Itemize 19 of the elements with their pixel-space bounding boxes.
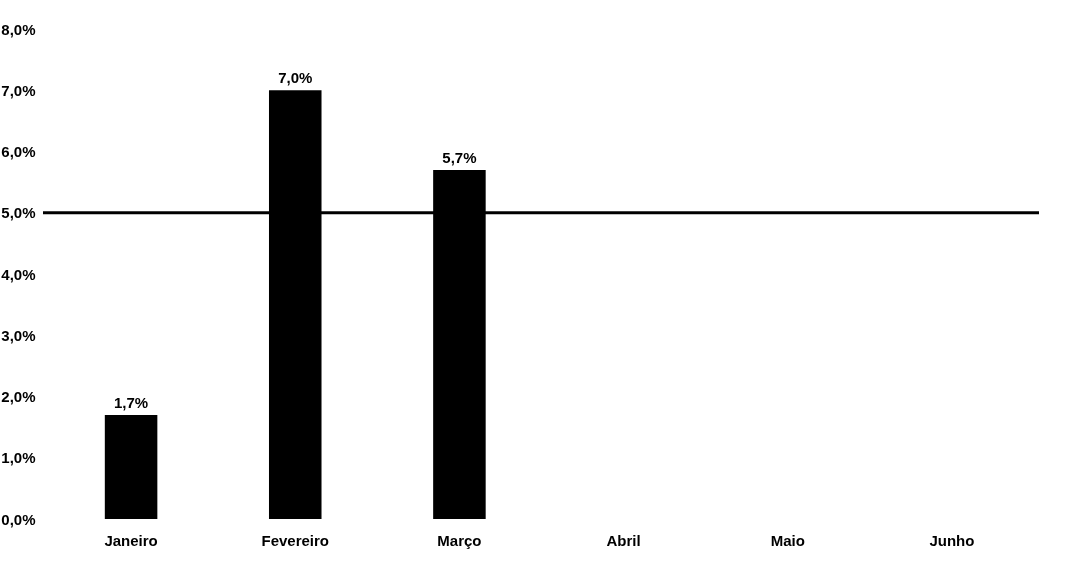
- y-tick-label: 6,0%: [1, 143, 36, 160]
- y-tick-label: 8,0%: [1, 20, 36, 38]
- y-tick-label: 7,0%: [1, 81, 36, 99]
- y-tick-label: 4,0%: [1, 265, 36, 283]
- data-label: 5,7%: [442, 148, 477, 166]
- data-label: 1,7%: [113, 393, 149, 411]
- x-tick-label: Janeiro: [104, 531, 158, 549]
- x-tick-label: Junho: [929, 531, 975, 549]
- y-tick-label: 0,0%: [1, 510, 36, 528]
- y-tick-label: 1,0%: [1, 449, 36, 467]
- y-tick-label: 5,0%: [1, 204, 36, 222]
- data-label: 7,0%: [278, 69, 313, 87]
- x-tick-label: Fevereiro: [261, 531, 330, 549]
- x-tick-label: Março: [437, 531, 482, 549]
- y-tick-label: 2,0%: [1, 388, 36, 405]
- y-tick-label: 3,0%: [1, 326, 36, 344]
- x-tick-label: Maio: [770, 531, 805, 549]
- bar: [104, 414, 158, 519]
- x-tick-label: Abril: [606, 531, 641, 549]
